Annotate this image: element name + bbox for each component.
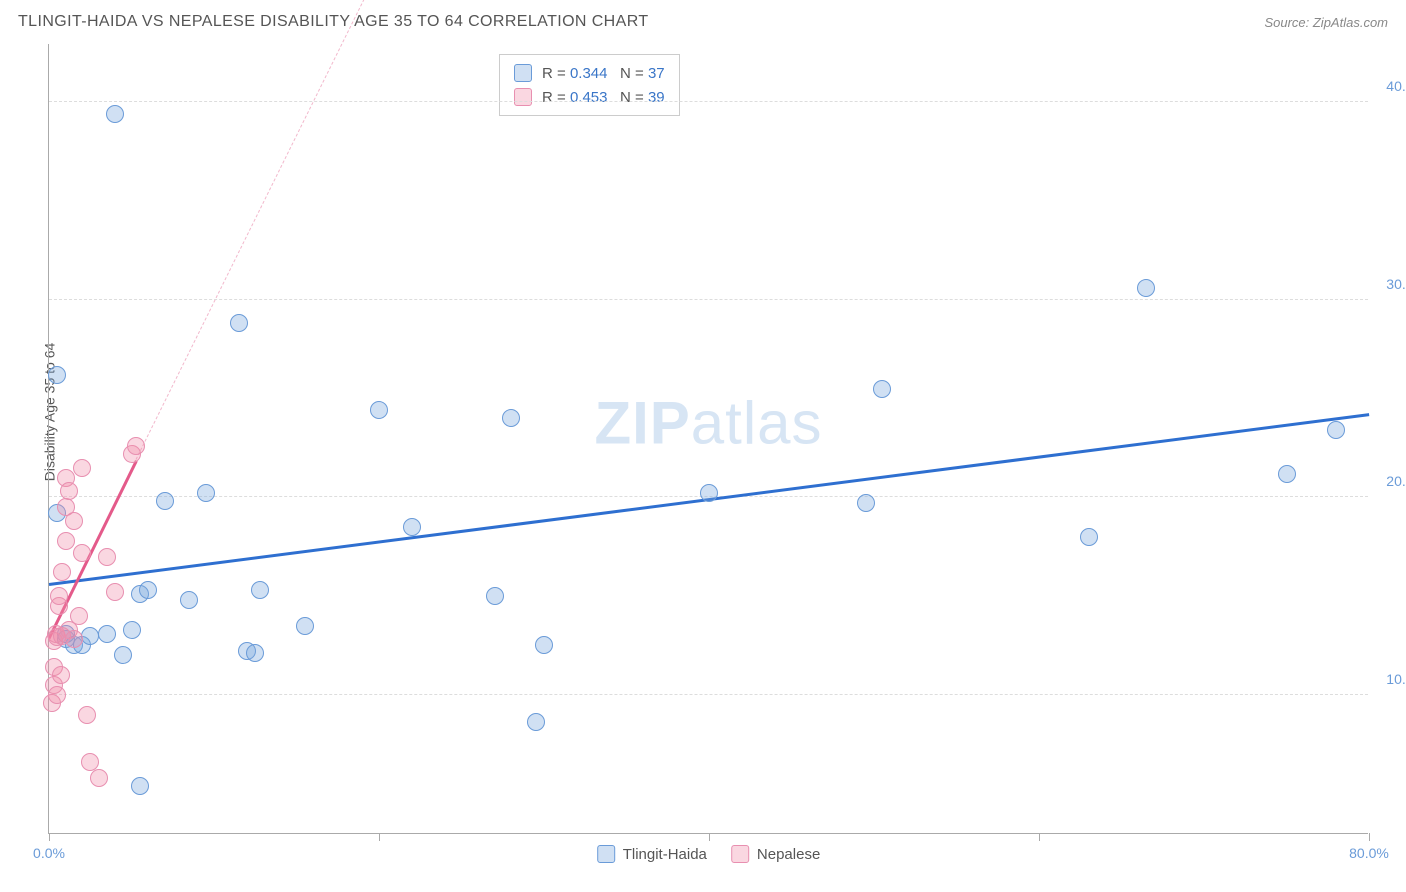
data-point (98, 548, 116, 566)
data-point (81, 627, 99, 645)
trend-line (136, 0, 421, 459)
legend-text: R = 0.453 N = 39 (542, 89, 665, 106)
data-point (1080, 528, 1098, 546)
chart-header: TLINGIT-HAIDA VS NEPALESE DISABILITY AGE… (0, 0, 1406, 36)
data-point (1278, 465, 1296, 483)
y-tick-label: 10.0% (1386, 671, 1406, 687)
data-point (1137, 279, 1155, 297)
series-legend: Tlingit-Haida Nepalese (597, 845, 821, 863)
data-point (370, 401, 388, 419)
data-point (90, 769, 108, 787)
data-point (114, 646, 132, 664)
data-point (139, 581, 157, 599)
chart-source: Source: ZipAtlas.com (1264, 15, 1388, 30)
legend-item: Tlingit-Haida (597, 845, 707, 863)
legend-item: Nepalese (731, 845, 820, 863)
data-point (60, 482, 78, 500)
data-point (48, 366, 66, 384)
legend-swatch (514, 64, 532, 82)
data-point (246, 644, 264, 662)
data-point (700, 484, 718, 502)
data-point (98, 625, 116, 643)
data-point (1327, 421, 1345, 439)
data-point (403, 518, 421, 536)
data-point (65, 630, 83, 648)
data-point (156, 492, 174, 510)
plot-wrap: Disability Age 35 to 64 ZIPatlas R = 0.3… (0, 36, 1406, 892)
x-tick (1369, 833, 1370, 841)
scatter-plot: ZIPatlas R = 0.344 N = 37 R = 0.453 N = 3… (48, 44, 1368, 834)
x-tick (379, 833, 380, 841)
data-point (873, 380, 891, 398)
data-point (53, 563, 71, 581)
data-point (73, 544, 91, 562)
legend-text: R = 0.344 N = 37 (542, 65, 665, 82)
data-point (502, 409, 520, 427)
legend-label: Tlingit-Haida (623, 846, 707, 863)
data-point (52, 666, 70, 684)
data-point (251, 581, 269, 599)
x-tick (1039, 833, 1040, 841)
watermark: ZIPatlas (594, 388, 822, 457)
watermark-bold: ZIP (594, 389, 690, 456)
data-point (180, 591, 198, 609)
legend-row: R = 0.344 N = 37 (514, 61, 665, 85)
data-point (106, 583, 124, 601)
data-point (527, 713, 545, 731)
data-point (57, 532, 75, 550)
legend-swatch (731, 845, 749, 863)
data-point (535, 636, 553, 654)
legend-row: R = 0.453 N = 39 (514, 85, 665, 109)
data-point (486, 587, 504, 605)
data-point (73, 459, 91, 477)
data-point (70, 607, 88, 625)
watermark-rest: atlas (691, 389, 823, 456)
data-point (65, 512, 83, 530)
y-tick-label: 30.0% (1386, 276, 1406, 292)
x-tick-label: 0.0% (33, 845, 65, 861)
legend-label: Nepalese (757, 846, 820, 863)
x-tick (49, 833, 50, 841)
chart-title: TLINGIT-HAIDA VS NEPALESE DISABILITY AGE… (18, 13, 649, 31)
x-tick-label: 80.0% (1349, 845, 1389, 861)
legend-swatch (514, 88, 532, 106)
data-point (230, 314, 248, 332)
gridline-h (49, 101, 1368, 102)
data-point (131, 777, 149, 795)
data-point (106, 105, 124, 123)
data-point (78, 706, 96, 724)
data-point (123, 621, 141, 639)
data-point (197, 484, 215, 502)
y-tick-label: 40.0% (1386, 78, 1406, 94)
gridline-h (49, 694, 1368, 695)
correlation-legend: R = 0.344 N = 37 R = 0.453 N = 39 (499, 54, 680, 116)
legend-swatch (597, 845, 615, 863)
data-point (296, 617, 314, 635)
y-tick-label: 20.0% (1386, 473, 1406, 489)
x-tick (709, 833, 710, 841)
data-point (48, 686, 66, 704)
data-point (857, 494, 875, 512)
gridline-h (49, 299, 1368, 300)
data-point (127, 437, 145, 455)
data-point (50, 587, 68, 605)
